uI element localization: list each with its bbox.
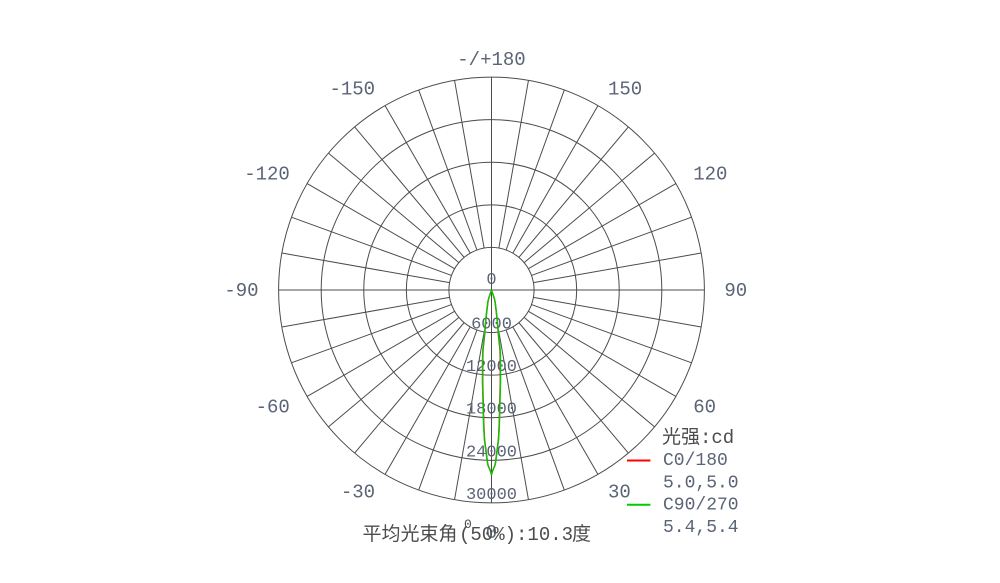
svg-text:90: 90 xyxy=(724,280,747,302)
svg-text:5.0,5.0: 5.0,5.0 xyxy=(663,474,739,494)
svg-text:-150: -150 xyxy=(329,78,375,100)
svg-text:5.4,5.4: 5.4,5.4 xyxy=(663,518,739,538)
svg-text:24000: 24000 xyxy=(466,443,517,462)
svg-text:120: 120 xyxy=(693,164,727,186)
svg-text:-30: -30 xyxy=(341,482,375,504)
svg-text:0: 0 xyxy=(486,271,496,290)
svg-text:(50%):10.3: (50%):10.3 xyxy=(459,524,573,546)
svg-text:12000: 12000 xyxy=(466,358,517,377)
svg-text:-120: -120 xyxy=(244,164,290,186)
svg-text:60: 60 xyxy=(693,396,716,418)
svg-text:C0/180: C0/180 xyxy=(663,451,728,471)
svg-text:光强:cd: 光强:cd xyxy=(662,426,734,449)
svg-text:C90/270: C90/270 xyxy=(663,495,739,515)
svg-text:30000: 30000 xyxy=(466,486,517,505)
svg-text:-60: -60 xyxy=(256,396,290,418)
svg-text:18000: 18000 xyxy=(466,401,517,420)
svg-text:-90: -90 xyxy=(224,280,258,302)
svg-text:6000: 6000 xyxy=(471,316,512,335)
svg-text:150: 150 xyxy=(608,78,642,100)
svg-text:度: 度 xyxy=(572,523,591,545)
svg-text:-/+180: -/+180 xyxy=(457,49,525,71)
svg-text:30: 30 xyxy=(608,482,631,504)
svg-text:平均光束角: 平均光束角 xyxy=(363,523,458,545)
